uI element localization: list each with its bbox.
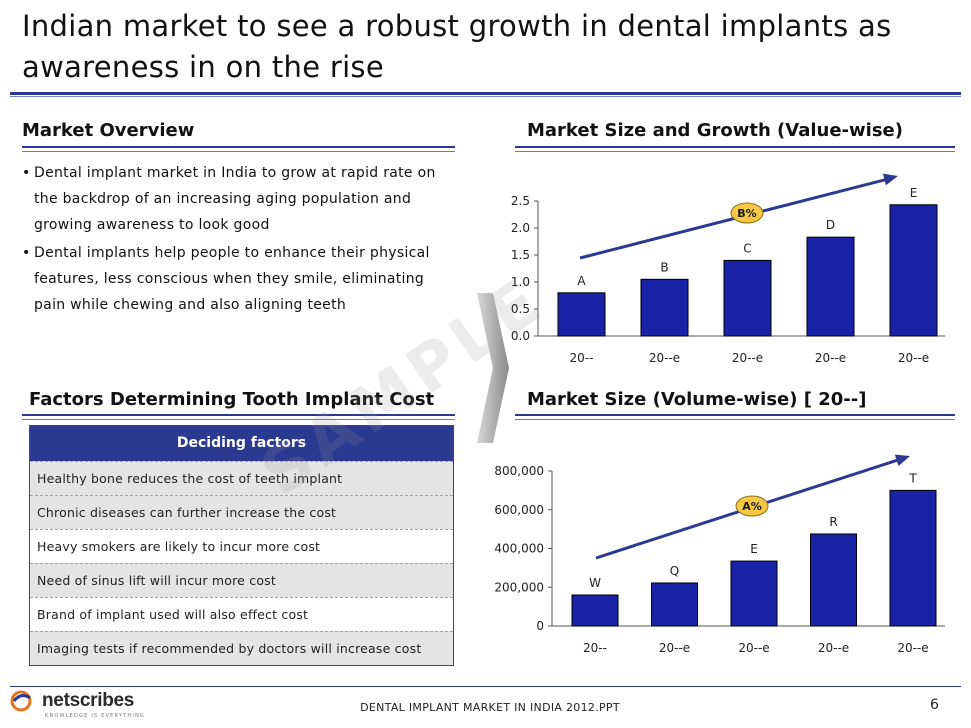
page-title: Indian market to see a robust growth in … <box>22 9 892 84</box>
data-label: B <box>660 260 668 274</box>
logo-icon <box>10 690 32 712</box>
y-tick-label: 200,000 <box>494 580 544 594</box>
table-row: Brand of implant used will also effect c… <box>30 597 453 631</box>
bar <box>651 582 698 627</box>
y-tick-label: 0 <box>536 619 544 633</box>
bar <box>810 533 857 627</box>
growth-badge <box>730 202 764 224</box>
y-tick-label: 800,000 <box>494 464 544 478</box>
factors-rule <box>22 414 455 416</box>
table-row: Heavy smokers are likely to incur more c… <box>30 529 453 563</box>
x-tick-label: 20--e <box>815 351 846 365</box>
x-tick-label: 20-- <box>570 351 594 365</box>
x-tick-label: 20--e <box>738 641 769 655</box>
data-label: C <box>743 241 751 255</box>
x-tick-label: 20--e <box>818 641 849 655</box>
footer-document-name: DENTAL IMPLANT MARKET IN INDIA 2012.PPT <box>360 701 620 714</box>
data-label: Q <box>670 564 679 578</box>
table-row: Chronic diseases can further increase th… <box>30 495 453 529</box>
bar <box>640 278 689 337</box>
table-row: Need of sinus lift will incur more cost <box>30 563 453 597</box>
bullet-item: Dental implant market in India to grow a… <box>22 160 452 238</box>
growth-arrowhead <box>894 454 910 467</box>
chart-value-rule-thin <box>515 151 955 152</box>
growth-arrow <box>595 456 905 560</box>
x-tick-label: 20-- <box>583 641 607 655</box>
x-tick-label: 20--e <box>659 641 690 655</box>
chart-volume-rule-thin <box>515 419 955 420</box>
logo-text: netscribes <box>42 690 135 711</box>
y-tick-label: 1.5 <box>511 248 530 262</box>
data-label: R <box>829 515 837 529</box>
title-divider-thin <box>10 96 961 97</box>
overview-rule <box>22 146 455 148</box>
factors-rule-thin <box>22 419 455 420</box>
bar <box>730 560 778 627</box>
data-label: T <box>908 471 917 485</box>
x-tick-label: 20--e <box>732 351 763 365</box>
chart-value-heading: Market Size and Growth (Value-wise) <box>527 120 903 141</box>
growth-badge <box>735 495 769 517</box>
data-label: W <box>589 576 601 590</box>
bar <box>889 204 938 337</box>
bar <box>571 594 619 627</box>
logo-tagline: KNOWLEDGE IS EVERYTHING <box>45 713 146 719</box>
growth-arrowhead <box>882 173 898 186</box>
y-tick-label: 600,000 <box>494 503 544 517</box>
y-tick-label: 2.5 <box>511 194 530 208</box>
x-tick-label: 20--e <box>649 351 680 365</box>
x-tick-label: 20--e <box>898 351 929 365</box>
footer-divider <box>10 686 961 687</box>
chart-volume-rule <box>515 414 955 416</box>
factors-heading: Factors Determining Tooth Implant Cost <box>29 389 435 410</box>
deciding-factors-table: Deciding factors Healthy bone reduces th… <box>29 425 454 666</box>
bar <box>723 259 772 337</box>
chart-volume-heading: Market Size (Volume-wise) [ 20--] <box>527 389 867 410</box>
bar <box>806 236 855 337</box>
table-row: Imaging tests if recommended by doctors … <box>30 631 453 665</box>
table-row: Healthy bone reduces the cost of teeth i… <box>30 461 453 495</box>
netscribes-logo: netscribes KNOWLEDGE IS EVERYTHING <box>10 690 144 719</box>
title-divider <box>10 92 961 95</box>
chart-value-rule <box>515 146 955 148</box>
data-label: E <box>750 542 758 556</box>
y-tick-label: 400,000 <box>494 542 544 556</box>
y-tick-label: 2.0 <box>511 221 530 235</box>
data-label: A <box>577 274 586 288</box>
bar <box>557 292 606 337</box>
x-tick-label: 20--e <box>897 641 928 655</box>
overview-rule-thin <box>22 151 455 152</box>
overview-bullets: Dental implant market in India to grow a… <box>22 160 452 318</box>
page-number: 6 <box>930 697 939 713</box>
bar <box>889 489 937 627</box>
growth-badge-label: A% <box>742 500 762 513</box>
data-label: E <box>910 186 918 200</box>
chevron-right-icon <box>477 293 509 443</box>
growth-badge-label: B% <box>737 207 756 220</box>
data-label: D <box>826 218 835 232</box>
growth-arrow <box>579 176 893 260</box>
market-overview-heading: Market Overview <box>22 120 195 141</box>
bullet-item: Dental implants help people to enhance t… <box>22 240 452 318</box>
table-header: Deciding factors <box>30 426 453 461</box>
